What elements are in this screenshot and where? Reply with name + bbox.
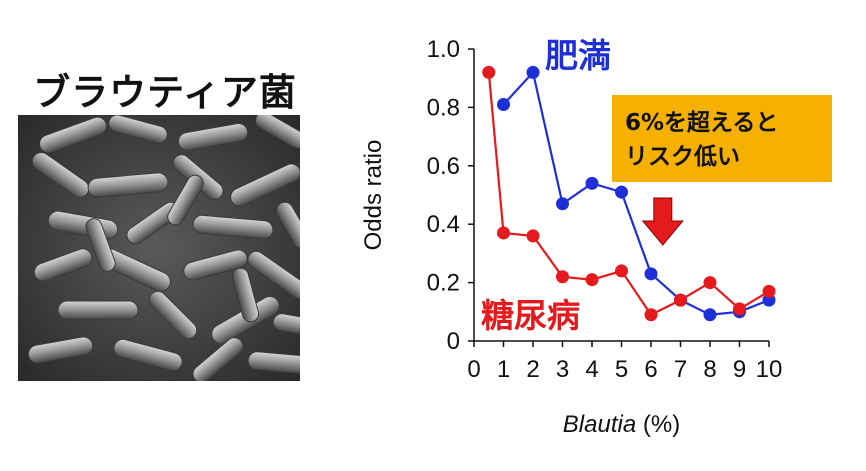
bacterium-rod (272, 313, 300, 337)
bacterium-rod (148, 290, 198, 340)
bacterium-rod (255, 115, 300, 149)
x-tick-label: 2 (526, 356, 539, 383)
y-tick-label: 0.8 (427, 94, 460, 121)
data-point (497, 97, 510, 111)
x-tick-label: 6 (644, 356, 657, 383)
bacterium-rod (247, 250, 300, 300)
bacterium-rod (108, 115, 168, 144)
bacterium-rod (192, 214, 274, 240)
data-point (585, 176, 599, 190)
data-point (703, 308, 717, 322)
x-tick-label: 3 (556, 356, 569, 383)
data-point (497, 226, 510, 240)
y-tick-label: 0 (447, 328, 460, 355)
data-point (674, 293, 687, 307)
data-point (703, 276, 717, 290)
y-tick-label: 1.0 (427, 36, 460, 63)
x-tick-label: 4 (585, 356, 598, 383)
y-tick-label: 0.4 (427, 211, 460, 238)
y-tick-label: 0.2 (427, 270, 460, 297)
series-name-label: 糖尿病 (481, 296, 580, 335)
bacterium-rod (87, 172, 169, 198)
bacterium-rod (31, 152, 90, 198)
x-tick-label: 8 (703, 356, 716, 383)
bacterium-rod (113, 338, 183, 372)
bacteria-micrograph-image (18, 115, 300, 381)
annotation-text: リスク低い (625, 144, 740, 170)
data-point (615, 185, 628, 199)
x-tick-label: 5 (615, 356, 628, 383)
data-point (556, 270, 569, 284)
x-axis-label: Blautia (%) (563, 411, 680, 438)
annotation-box (612, 95, 832, 182)
data-point (556, 197, 569, 211)
bacterium-rod (247, 351, 300, 375)
bacterium-rod (192, 337, 244, 381)
bacterium-rod (183, 249, 248, 281)
bacterium-rod (27, 336, 94, 364)
x-tick-label: 1 (497, 356, 510, 383)
bacterium-rod (85, 218, 116, 272)
series-line-0 (502, 70, 770, 316)
data-point (644, 308, 658, 322)
bacterium-rod (231, 267, 260, 323)
chart-series (482, 65, 776, 322)
annotation-text: 6%を超えると (625, 110, 778, 136)
bacterium-rod (57, 300, 139, 320)
data-point (482, 65, 496, 79)
data-point (644, 267, 658, 281)
data-point (733, 302, 746, 316)
series-name-label: 肥満 (545, 36, 611, 75)
x-tick-label: 9 (733, 356, 746, 383)
x-tick-label: 7 (674, 356, 687, 383)
x-tick-label: 0 (467, 356, 480, 383)
data-point (585, 273, 599, 287)
data-point (526, 65, 540, 79)
data-point (526, 229, 540, 243)
bacterium-rod (230, 163, 300, 207)
y-tick-label: 0.6 (427, 153, 460, 180)
x-tick-label: 10 (756, 356, 783, 383)
down-arrow-icon (641, 197, 684, 246)
bacterium-rod (33, 248, 93, 282)
data-point (615, 264, 628, 278)
bacterium-rod (275, 201, 300, 249)
bacterium-rod (177, 122, 249, 152)
data-point (762, 284, 776, 298)
micrograph-title: ブラウティア菌 (33, 71, 297, 114)
y-axis-label: Odds ratio (360, 140, 387, 251)
bacterium-rod (39, 116, 107, 154)
bacterium-rod (167, 174, 204, 226)
